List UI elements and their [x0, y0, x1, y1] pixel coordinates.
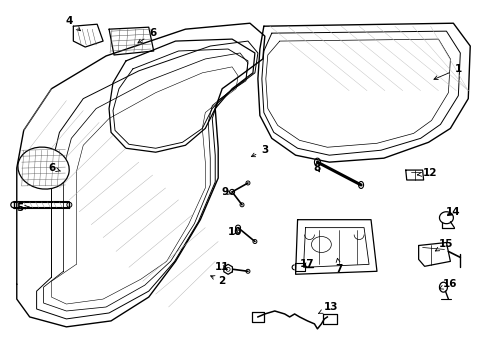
Text: 2: 2 — [210, 276, 225, 286]
Text: 9: 9 — [221, 187, 231, 197]
Text: 1: 1 — [433, 64, 461, 80]
Text: 5: 5 — [16, 203, 29, 213]
Text: 11: 11 — [215, 262, 229, 272]
Text: 14: 14 — [445, 207, 460, 217]
Text: 8: 8 — [313, 163, 321, 173]
Text: 4: 4 — [65, 16, 80, 31]
Text: 15: 15 — [434, 239, 453, 251]
Text: 6: 6 — [138, 28, 156, 43]
Ellipse shape — [18, 147, 69, 189]
Text: 12: 12 — [417, 168, 437, 178]
Text: 3: 3 — [251, 145, 268, 157]
Text: 10: 10 — [227, 226, 242, 237]
Text: 17: 17 — [300, 259, 314, 269]
Text: 6: 6 — [48, 163, 61, 173]
Text: 16: 16 — [438, 279, 457, 289]
Text: 13: 13 — [318, 302, 338, 314]
Text: 7: 7 — [335, 258, 342, 274]
